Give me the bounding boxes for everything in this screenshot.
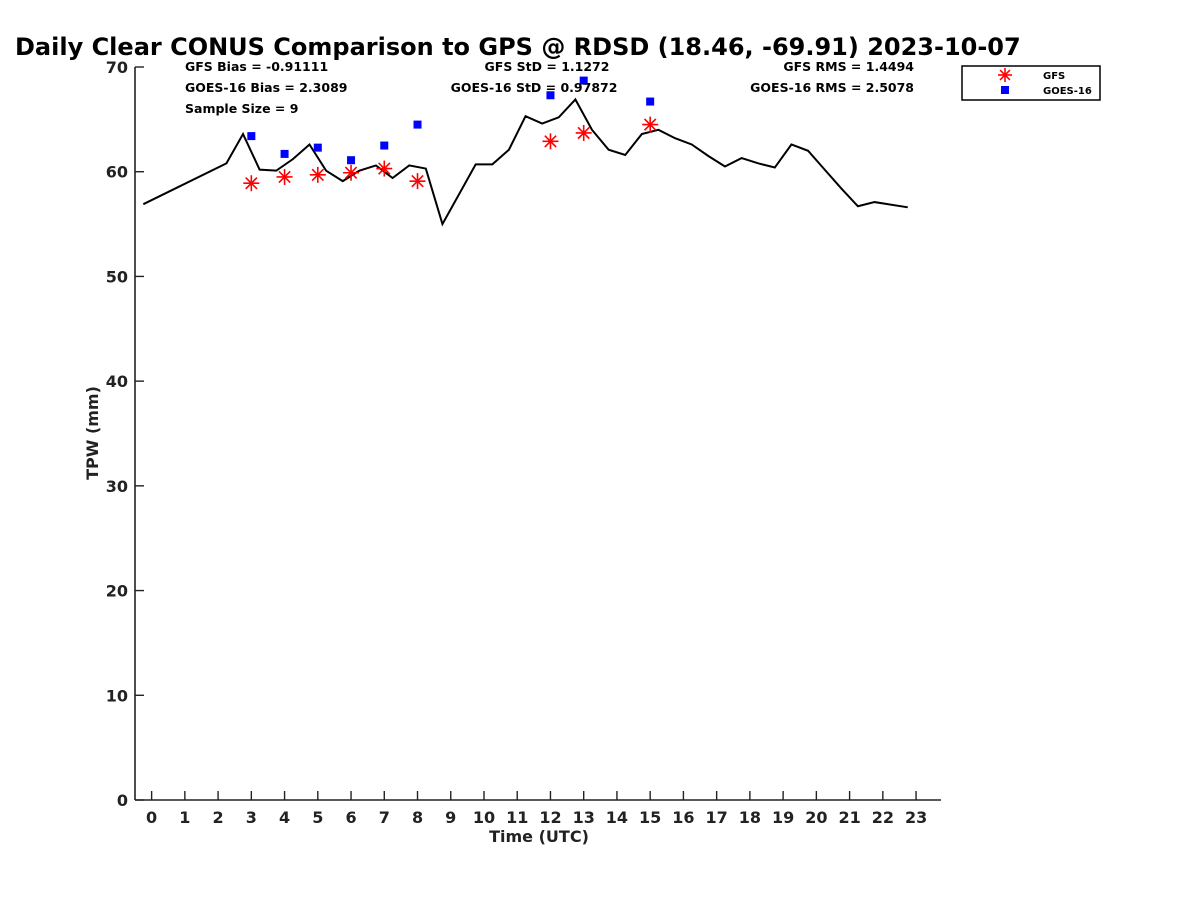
gfs-point bbox=[542, 133, 559, 150]
goes-bias-stat: GOES-16 Bias = 2.3089 bbox=[185, 80, 347, 95]
goes-std-stat: GOES-16 StD = 0.97872 bbox=[451, 80, 618, 95]
x-tick-label: 23 bbox=[905, 808, 927, 827]
goes-16-point bbox=[579, 76, 588, 85]
x-tick-label: 15 bbox=[639, 808, 661, 827]
x-tick-label: 4 bbox=[279, 808, 290, 827]
goes-16-point bbox=[646, 97, 655, 106]
legend: GFS GOES-16 bbox=[961, 65, 1101, 101]
x-tick-label: 8 bbox=[412, 808, 423, 827]
gfs-point bbox=[376, 160, 393, 177]
gps-line-layer bbox=[142, 97, 908, 227]
gfs-rms-stat: GFS RMS = 1.4494 bbox=[783, 59, 914, 74]
x-tick-label: 12 bbox=[539, 808, 561, 827]
gfs-point bbox=[642, 116, 659, 133]
y-tick-label: 0 bbox=[117, 791, 128, 810]
x-tick-label: 5 bbox=[312, 808, 323, 827]
x-tick-label: 13 bbox=[573, 808, 595, 827]
y-axis-label: TPW (mm) bbox=[83, 386, 102, 480]
goes-16-point bbox=[280, 149, 289, 158]
x-tick-label: 6 bbox=[345, 808, 356, 827]
goes-16-point bbox=[313, 143, 322, 152]
stats-block: GFS Bias = -0.91111 GOES-16 Bias = 2.308… bbox=[185, 59, 914, 116]
y-tick-label: 40 bbox=[106, 372, 128, 391]
x-axis-label: Time (UTC) bbox=[489, 827, 589, 846]
y-tick-label: 20 bbox=[106, 582, 128, 601]
y-tick-label: 10 bbox=[106, 686, 128, 705]
x-tick-label: 21 bbox=[838, 808, 860, 827]
x-tick-label: 22 bbox=[872, 808, 894, 827]
legend-goes-label: GOES-16 bbox=[1043, 86, 1092, 97]
gfs-std-stat: GFS StD = 1.1272 bbox=[485, 59, 610, 74]
gfs-bias-stat: GFS Bias = -0.91111 bbox=[185, 59, 328, 74]
sample-size-stat: Sample Size = 9 bbox=[185, 101, 298, 116]
goes-16-point bbox=[380, 141, 389, 150]
legend-gfs-label: GFS bbox=[1043, 71, 1065, 82]
gfs-point bbox=[309, 166, 326, 183]
x-tick-label: 1 bbox=[179, 808, 190, 827]
legend-goes-square-icon bbox=[1001, 86, 1009, 94]
goes-16-point bbox=[347, 156, 356, 165]
goes-16-point bbox=[546, 91, 555, 100]
legend-box bbox=[961, 65, 1101, 101]
x-tick-label: 17 bbox=[706, 808, 728, 827]
y-tick-label: 70 bbox=[106, 58, 128, 77]
y-tick-label: 60 bbox=[106, 163, 128, 182]
x-tick-label: 10 bbox=[473, 808, 495, 827]
x-tick-label: 14 bbox=[606, 808, 628, 827]
gfs-point bbox=[409, 173, 426, 190]
x-tick-label: 16 bbox=[672, 808, 694, 827]
x-tick-label: 9 bbox=[445, 808, 456, 827]
gfs-point bbox=[243, 175, 260, 192]
y-tick-label: 50 bbox=[106, 267, 128, 286]
goes-16-point bbox=[413, 120, 422, 129]
legend-gfs-asterisk-shape bbox=[998, 68, 1012, 82]
gfs-point bbox=[343, 164, 360, 181]
x-tick-label: 11 bbox=[506, 808, 528, 827]
x-tick-label: 19 bbox=[772, 808, 794, 827]
gfs-point bbox=[276, 168, 293, 185]
x-tick-label: 3 bbox=[246, 808, 257, 827]
marker-layer bbox=[243, 76, 659, 192]
x-tick-label: 0 bbox=[146, 808, 157, 827]
chart-title: Daily Clear CONUS Comparison to GPS @ RD… bbox=[15, 33, 1021, 61]
x-tick-label: 7 bbox=[379, 808, 390, 827]
goes-16-point bbox=[247, 132, 256, 141]
legend-gfs-asterisk-icon bbox=[998, 68, 1012, 82]
goes-rms-stat: GOES-16 RMS = 2.5078 bbox=[750, 80, 914, 95]
x-tick-label: 2 bbox=[213, 808, 224, 827]
y-tick-label: 30 bbox=[106, 477, 128, 496]
gps-tpw-line bbox=[142, 97, 908, 227]
x-tick-label: 18 bbox=[739, 808, 761, 827]
x-tick-label: 20 bbox=[805, 808, 827, 827]
gfs-point bbox=[575, 124, 592, 141]
